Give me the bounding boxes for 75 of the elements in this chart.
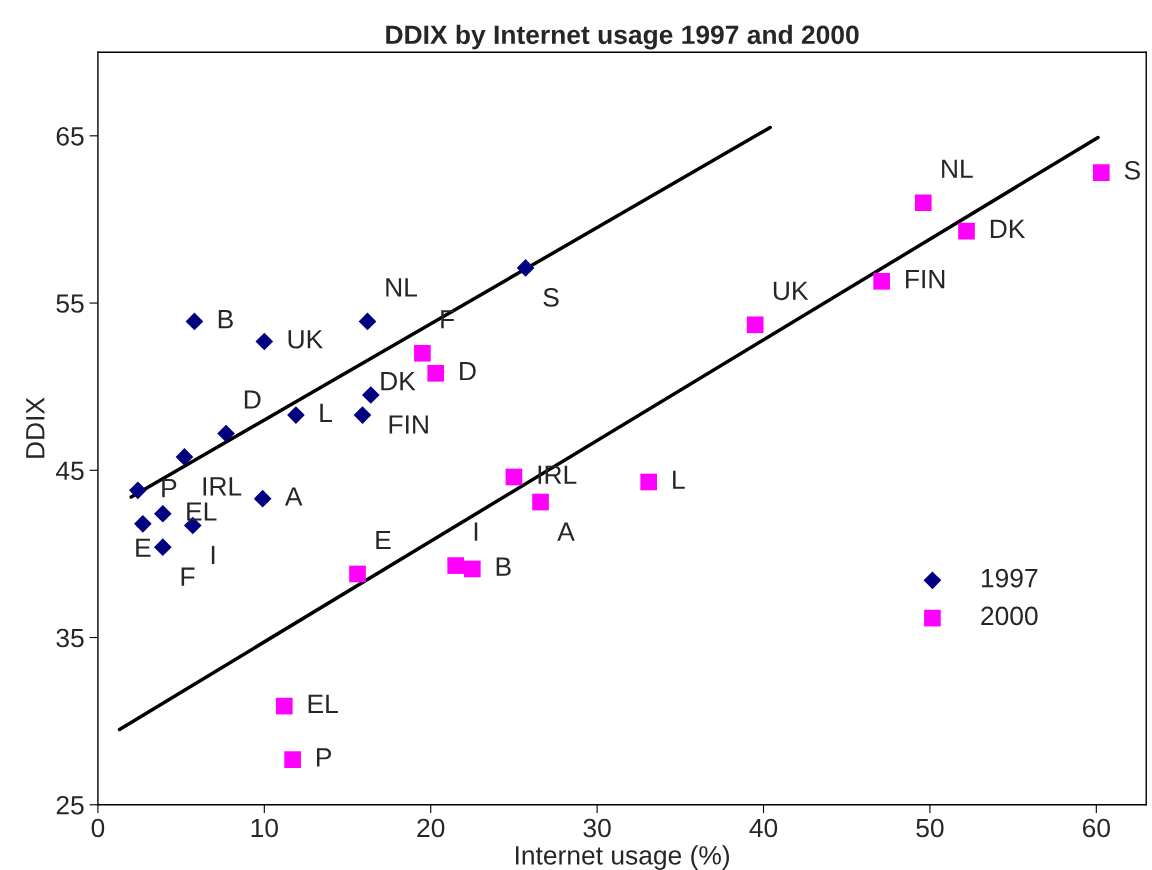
annotation: D bbox=[460, 361, 476, 381]
point bbox=[873, 272, 890, 290]
point bbox=[746, 316, 764, 334]
y-tick-label: 45 bbox=[55, 461, 84, 481]
point bbox=[1092, 164, 1110, 181]
annotation: FIN bbox=[389, 415, 428, 434]
annotation: A bbox=[557, 522, 575, 541]
annotation: EL bbox=[187, 502, 217, 521]
annotation: I bbox=[474, 522, 478, 541]
point bbox=[287, 406, 305, 424]
point bbox=[255, 332, 274, 351]
point bbox=[414, 344, 431, 362]
annotation: L bbox=[320, 403, 332, 422]
point bbox=[349, 565, 366, 583]
point bbox=[361, 386, 380, 404]
point bbox=[505, 468, 523, 486]
point bbox=[153, 538, 172, 557]
x-tick-label: 20 bbox=[417, 818, 445, 838]
point bbox=[217, 424, 235, 443]
x-tick-label: 10 bbox=[251, 818, 278, 838]
annotation: P bbox=[316, 748, 332, 767]
point bbox=[284, 751, 301, 768]
point bbox=[447, 557, 465, 574]
y-tick-label: 65 bbox=[56, 126, 84, 146]
point bbox=[463, 560, 481, 578]
annotation: FIN bbox=[906, 269, 945, 289]
x-tick-label: 60 bbox=[1082, 818, 1110, 838]
annotation: E bbox=[136, 538, 151, 557]
annotation: DK bbox=[381, 372, 416, 391]
x-tick-label: 0 bbox=[91, 818, 105, 838]
point bbox=[640, 473, 658, 491]
annotation: E bbox=[376, 530, 391, 550]
point bbox=[275, 697, 293, 715]
annotation: NL bbox=[942, 159, 973, 178]
x-tick-label: 40 bbox=[749, 818, 778, 838]
point bbox=[914, 194, 932, 212]
annotation: L bbox=[673, 470, 685, 489]
chart-title: DDIX by Internet usage 1997 and 2000 bbox=[386, 24, 859, 50]
point bbox=[358, 312, 377, 331]
annotation: DK bbox=[990, 219, 1026, 238]
point bbox=[427, 364, 445, 382]
point bbox=[185, 312, 204, 331]
x-tick-label: 30 bbox=[583, 818, 611, 838]
legend-label: 2000 bbox=[981, 606, 1038, 626]
y-tick-label: 25 bbox=[56, 795, 84, 815]
annotation: IRL bbox=[538, 465, 577, 484]
point bbox=[153, 504, 172, 523]
annotation: UK bbox=[288, 330, 323, 349]
annotation: S bbox=[543, 288, 559, 307]
annotation: NL bbox=[386, 278, 418, 297]
annotation: F bbox=[181, 567, 195, 586]
annotation: UK bbox=[773, 281, 809, 301]
y-axis-title: DDIX bbox=[26, 397, 45, 458]
point bbox=[253, 489, 272, 508]
annotation: P bbox=[162, 479, 177, 498]
point bbox=[516, 259, 535, 277]
point bbox=[353, 406, 372, 424]
annotation: B bbox=[496, 557, 511, 576]
annotation: A bbox=[284, 487, 303, 506]
annotation: B bbox=[218, 310, 233, 329]
legend-label: 1997 bbox=[981, 568, 1038, 588]
point bbox=[532, 493, 549, 511]
x-axis-title: Internet usage (%) bbox=[515, 845, 729, 870]
point bbox=[134, 514, 152, 533]
y-tick-label: 35 bbox=[56, 628, 84, 648]
point bbox=[129, 481, 147, 500]
point bbox=[175, 448, 194, 466]
annotation: S bbox=[1124, 161, 1140, 180]
annotation: D bbox=[244, 390, 261, 409]
x-tick-label: 50 bbox=[916, 818, 944, 838]
y-tick-label: 55 bbox=[56, 294, 84, 313]
annotation: I bbox=[211, 545, 215, 565]
annotation: IRL bbox=[203, 477, 242, 496]
point bbox=[958, 222, 975, 240]
annotation: EL bbox=[308, 694, 338, 713]
